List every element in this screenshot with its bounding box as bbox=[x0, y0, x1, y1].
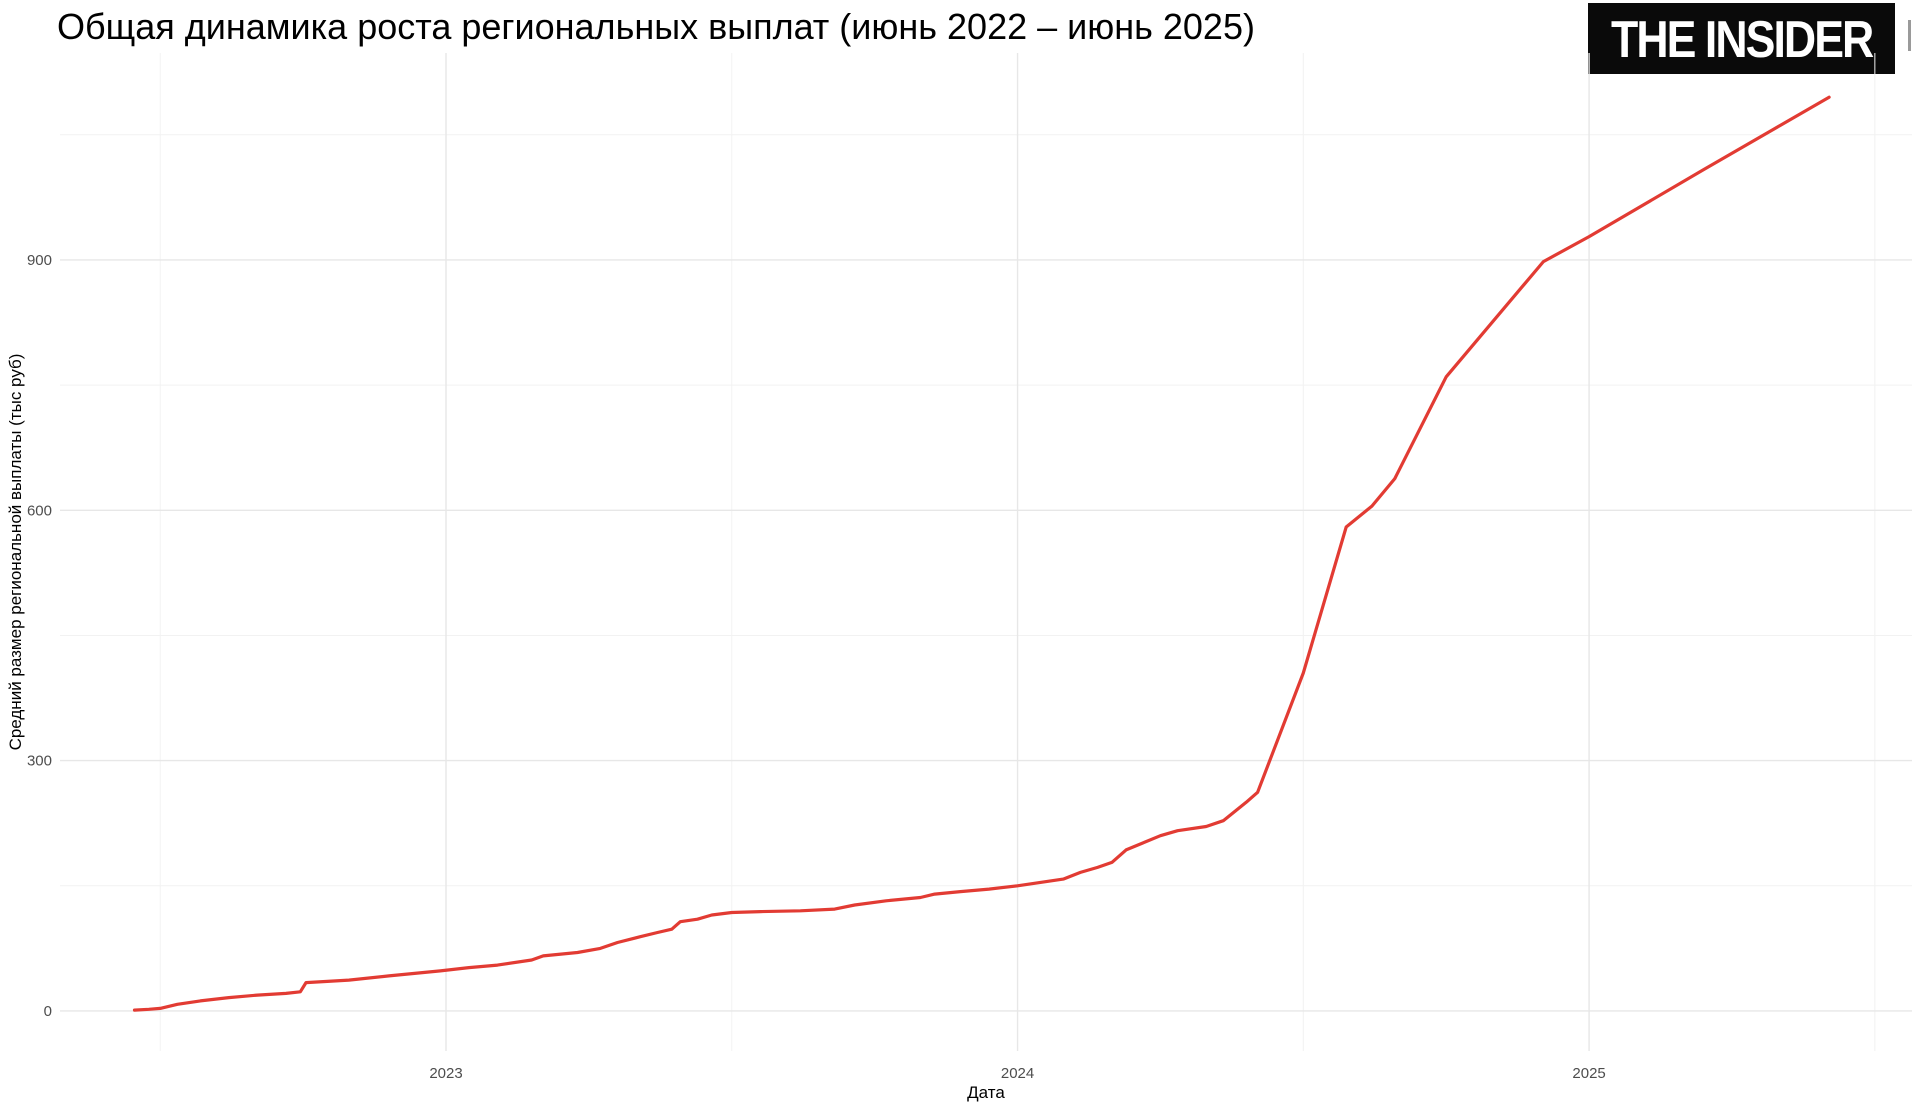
y-axis-title: Средний размер региональной выплаты (тыс… bbox=[6, 354, 25, 751]
gridlines-major bbox=[60, 53, 1912, 1051]
x-axis-tick-labels: 2023 2024 2025 bbox=[429, 1065, 1605, 1082]
x-tick-label: 2025 bbox=[1572, 1065, 1605, 1082]
chart-title: Общая динамика роста региональных выплат… bbox=[57, 6, 1255, 47]
series-line-payments bbox=[132, 95, 1831, 1012]
y-axis-tick-labels: 0 300 600 900 bbox=[27, 252, 52, 1020]
y-tick-label: 900 bbox=[27, 252, 52, 269]
x-tick-label: 2024 bbox=[1001, 1065, 1034, 1082]
logo-cursor-bar bbox=[1908, 20, 1911, 51]
the-insider-logo-text: THE INSIDER bbox=[1610, 9, 1874, 68]
the-insider-logo: THE INSIDER bbox=[1588, 3, 1895, 74]
y-tick-label: 0 bbox=[44, 1003, 52, 1020]
y-tick-label: 300 bbox=[27, 753, 52, 770]
gridlines-minor bbox=[60, 53, 1912, 1051]
y-tick-label: 600 bbox=[27, 502, 52, 519]
x-tick-label: 2023 bbox=[429, 1065, 462, 1082]
x-axis-title: Дата bbox=[967, 1083, 1005, 1102]
